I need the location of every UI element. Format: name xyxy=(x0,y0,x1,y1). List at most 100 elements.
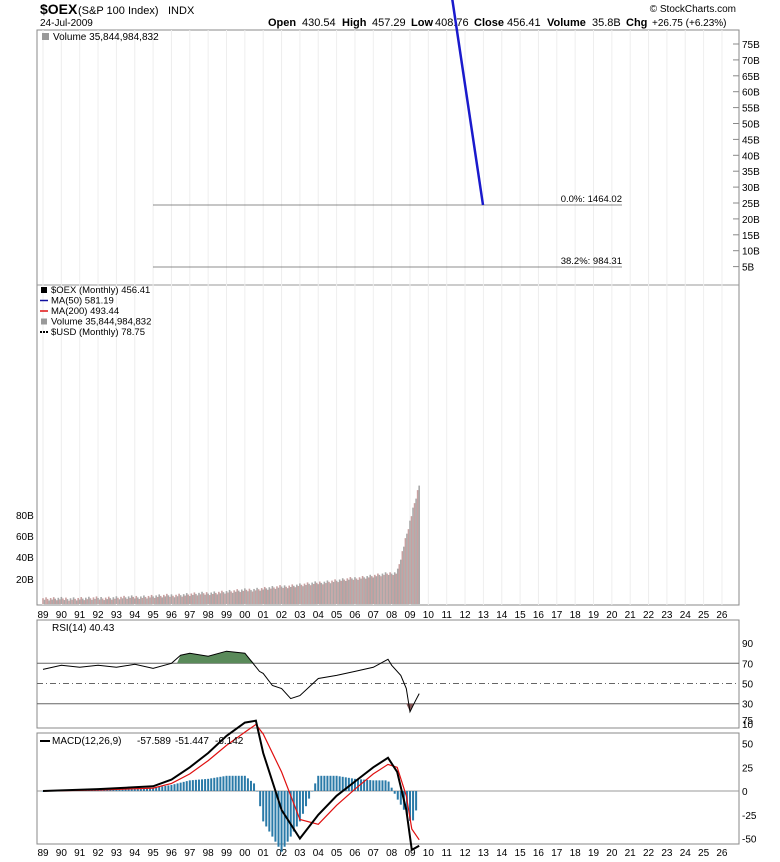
volume-bar xyxy=(369,574,372,604)
volume-bar xyxy=(107,596,110,604)
volume-bar xyxy=(288,585,290,604)
x-tick-label-bottom: 10 xyxy=(423,848,435,859)
x-tick-label-bottom: 13 xyxy=(478,848,490,859)
rsi-tick-label: 70 xyxy=(742,659,754,670)
vol-tick-label: 20B xyxy=(742,215,760,226)
volume-bar xyxy=(263,586,266,604)
macd-hist-bar xyxy=(243,775,246,791)
macd-hist-bar xyxy=(115,788,118,791)
volume-bar xyxy=(297,586,300,604)
vol-tick-label: 25B xyxy=(742,199,760,210)
macd-hist-bar xyxy=(268,791,271,832)
trend-lines xyxy=(451,0,485,206)
volume-bar xyxy=(256,587,258,604)
macd-hist-bar xyxy=(412,791,415,821)
volume-bar xyxy=(247,591,249,604)
volume-bar xyxy=(124,597,127,604)
macd-hist-bar xyxy=(262,791,265,822)
volume-bar xyxy=(340,580,342,604)
volume-bar xyxy=(112,597,115,604)
macd-hist-bar xyxy=(372,780,375,791)
x-tick-label: 02 xyxy=(276,610,288,621)
volume-bar xyxy=(250,590,252,604)
volume-legend-swatch xyxy=(42,33,49,40)
volume-bar xyxy=(176,596,179,604)
volume-bar xyxy=(185,593,188,604)
volume-bar xyxy=(62,598,64,604)
volume-bar xyxy=(270,588,272,604)
volume-bar xyxy=(43,599,46,604)
volume-bar xyxy=(106,599,109,604)
x-tick-label: 15 xyxy=(515,610,527,621)
fib-label: 38.2%: 984.31 xyxy=(561,256,622,267)
macd-hist-bar xyxy=(197,779,200,791)
watermark: © StockCharts.com xyxy=(650,4,736,15)
volume-bar xyxy=(181,596,183,604)
x-tick-label: 04 xyxy=(313,610,325,621)
macd-hist-bar xyxy=(185,781,188,791)
volume-bar xyxy=(389,572,391,604)
x-tick-label-bottom: 90 xyxy=(56,848,68,859)
macd-hist-bar xyxy=(378,780,381,791)
vol-tick-label: 55B xyxy=(742,104,760,115)
x-tick-label-bottom: 16 xyxy=(533,848,545,859)
volume-bar xyxy=(156,596,159,604)
macd-hist-bar xyxy=(357,779,360,791)
volume-bar xyxy=(325,583,327,604)
volume-bar xyxy=(213,591,216,604)
macd-hist-bar xyxy=(240,775,243,791)
macd-hist-bar xyxy=(259,791,262,807)
macd-hist-bar xyxy=(152,787,155,791)
legend-item: MA(50) 581.19 xyxy=(51,296,114,307)
x-tick-label-bottom: 09 xyxy=(404,848,416,859)
macd-hist-bar xyxy=(213,777,216,791)
x-tick-label-bottom: 19 xyxy=(588,848,600,859)
volume-bar xyxy=(239,592,242,604)
volume-bar xyxy=(390,573,393,604)
volume-bar xyxy=(153,597,156,604)
x-tick-label-bottom: 18 xyxy=(570,848,582,859)
volume-bar xyxy=(221,590,223,604)
macd-hist-bar xyxy=(366,779,369,791)
macd-hist-bar xyxy=(375,780,378,791)
legend-swatch xyxy=(41,287,47,293)
volume-bar xyxy=(349,577,352,604)
rsi-overbought-fill xyxy=(176,651,255,664)
volume-bar xyxy=(409,520,411,604)
volume-bar xyxy=(311,582,313,604)
macd-hist-bar xyxy=(207,778,210,791)
volume-bar xyxy=(312,583,315,604)
volume-bar xyxy=(415,498,417,604)
volume-bar xyxy=(343,579,346,604)
macd-hist-bar xyxy=(387,781,390,791)
volume-bar xyxy=(192,594,194,604)
volume-bar xyxy=(163,594,165,604)
macd-hist-bar xyxy=(399,791,402,805)
volume-bar xyxy=(296,584,298,604)
macd-hist-bar xyxy=(182,781,185,791)
volume-bar xyxy=(48,600,50,604)
macd-hist-bar xyxy=(292,791,295,832)
x-tick-label: 95 xyxy=(148,610,160,621)
legend-item: $OEX (Monthly) 456.41 xyxy=(51,285,150,296)
macd-hist-bar xyxy=(265,791,268,827)
macd-hist-bar xyxy=(347,777,350,791)
volume-bar xyxy=(302,586,304,604)
volume-bar xyxy=(123,595,125,604)
volume-bar xyxy=(126,598,128,604)
rsi-tick-label: 50 xyxy=(742,680,754,691)
x-tick-label-bottom: 94 xyxy=(129,848,141,859)
volume-bar xyxy=(242,590,245,604)
macd-hist-bar xyxy=(136,788,139,791)
vol-tick-label: 45B xyxy=(742,135,760,146)
macd-hist-bar xyxy=(415,791,418,811)
volume-bar xyxy=(266,589,269,604)
volume-bar xyxy=(309,585,312,604)
volume-bar xyxy=(224,593,226,604)
macd-hist-bar xyxy=(277,791,280,847)
volume-bar xyxy=(393,572,396,604)
rsi-tick-label: 90 xyxy=(742,639,754,650)
x-tick-label-bottom: 11 xyxy=(442,848,453,859)
